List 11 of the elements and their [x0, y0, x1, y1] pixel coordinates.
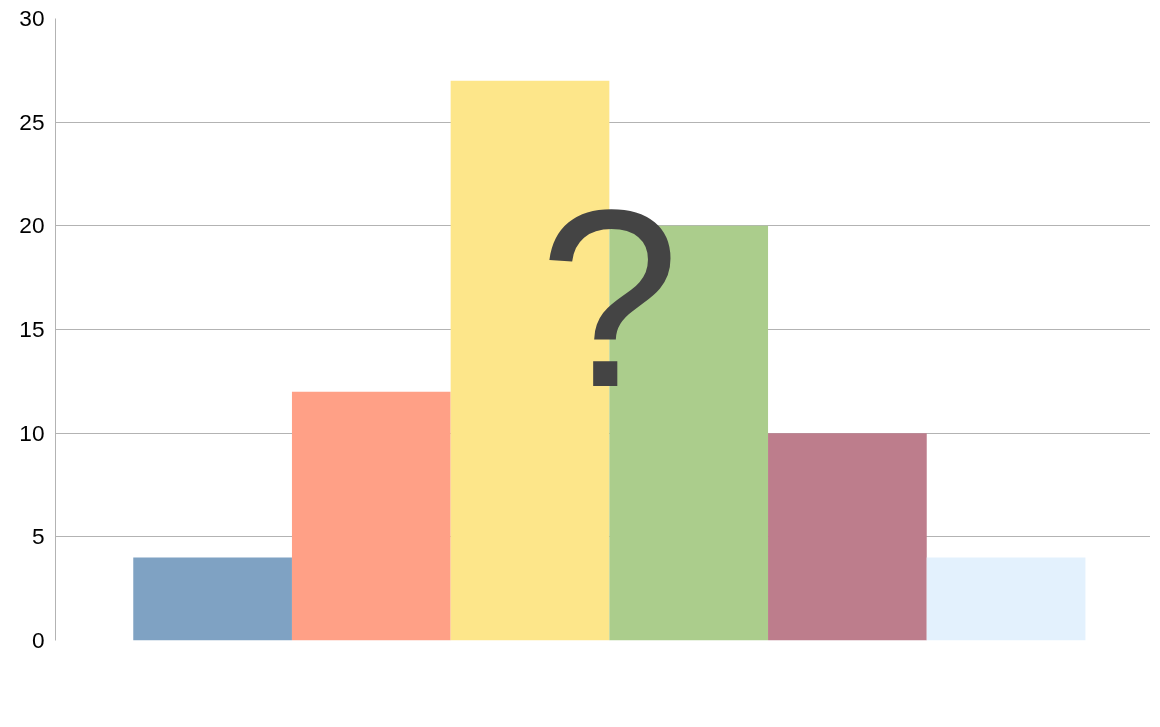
- bar: [768, 433, 927, 641]
- y-tick-label: 25: [19, 108, 45, 135]
- y-tick-label: 20: [19, 212, 45, 239]
- y-tick-label: 5: [31, 523, 45, 550]
- bar: [133, 557, 292, 641]
- y-tick-label: 10: [19, 419, 45, 446]
- y-tick-label: 30: [19, 5, 45, 31]
- bar: [291, 391, 451, 641]
- y-tick-label: 0: [31, 627, 45, 653]
- bar: [926, 557, 1086, 641]
- y-tick-label: 15: [19, 316, 45, 342]
